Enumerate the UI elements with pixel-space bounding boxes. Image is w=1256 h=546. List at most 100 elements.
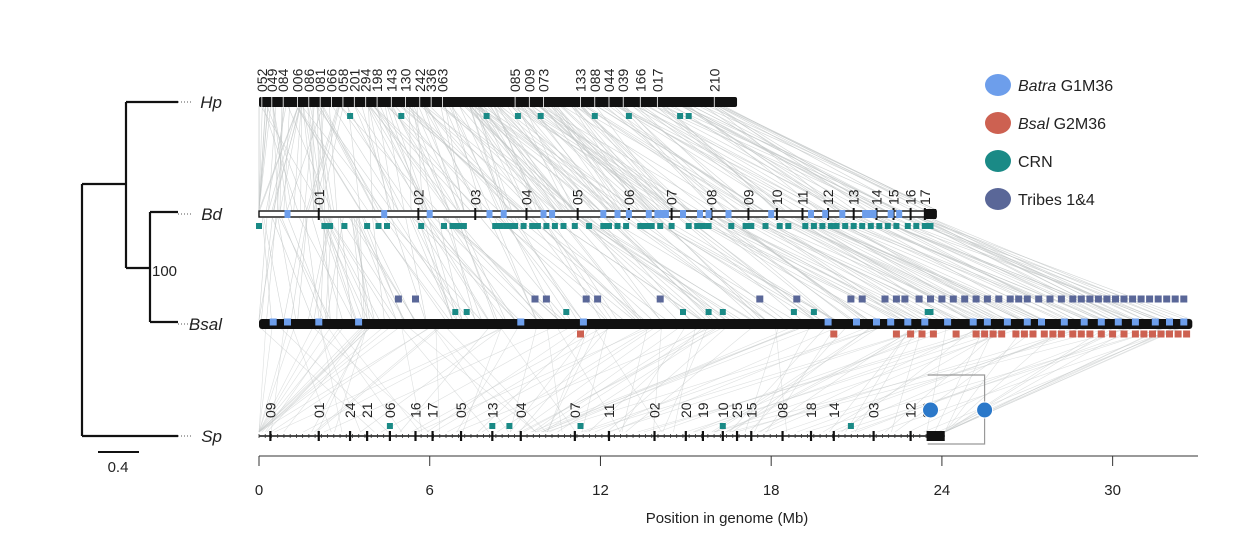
synteny-link bbox=[323, 217, 331, 321]
synteny-link bbox=[441, 105, 576, 211]
synteny-link bbox=[678, 217, 802, 321]
synteny-link bbox=[607, 327, 927, 433]
synteny-link bbox=[509, 327, 537, 433]
synteny-link bbox=[874, 217, 1133, 321]
synteny-link bbox=[334, 327, 367, 433]
synteny-link bbox=[655, 105, 883, 211]
synteny-link bbox=[329, 105, 337, 211]
bsal-marker bbox=[1183, 330, 1191, 338]
synteny-link bbox=[478, 105, 618, 211]
crn-marker bbox=[876, 223, 883, 229]
synteny-link bbox=[442, 217, 559, 321]
crn-marker bbox=[802, 223, 809, 229]
tribes-marker bbox=[542, 295, 550, 303]
synteny-link bbox=[440, 105, 465, 211]
synteny-link bbox=[912, 217, 1112, 321]
crn-marker bbox=[375, 223, 382, 229]
tribes-marker bbox=[1180, 295, 1188, 303]
bd-chromosome-label: 01 bbox=[311, 189, 327, 205]
synteny-link bbox=[944, 327, 1062, 433]
bsal-marker bbox=[907, 330, 915, 338]
synteny-link bbox=[372, 217, 385, 321]
synteny-link bbox=[775, 327, 787, 433]
synteny-link bbox=[444, 217, 564, 321]
legend-item: Bsal G2M36 bbox=[985, 112, 1106, 134]
synteny-link bbox=[662, 327, 708, 433]
bsal-marker bbox=[1077, 330, 1085, 338]
synteny-link bbox=[673, 327, 696, 433]
synteny-link bbox=[717, 217, 851, 321]
synteny-link bbox=[510, 217, 583, 321]
x-tick-label: 12 bbox=[592, 482, 609, 499]
synteny-link bbox=[258, 105, 268, 211]
synteny-link bbox=[476, 105, 616, 211]
hp-scaffold-label: 017 bbox=[649, 68, 665, 92]
synteny-link bbox=[578, 217, 703, 321]
synteny-link bbox=[409, 327, 537, 433]
synteny-link bbox=[689, 105, 819, 211]
synteny-link bbox=[532, 105, 659, 211]
synteny-link bbox=[517, 217, 645, 321]
bsal-marker bbox=[1040, 330, 1048, 338]
synteny-link bbox=[418, 217, 520, 321]
synteny-link bbox=[495, 217, 624, 321]
synteny-link bbox=[258, 327, 361, 433]
species-label-bsal: Bsal bbox=[189, 315, 223, 334]
synteny-link bbox=[277, 217, 297, 321]
batra-marker bbox=[705, 210, 712, 218]
sp-chromosome-end bbox=[927, 431, 945, 441]
legend-swatch bbox=[985, 74, 1011, 96]
crn-marker bbox=[677, 113, 684, 119]
synteny-link bbox=[317, 105, 320, 211]
hp-scaffold-label: 058 bbox=[335, 68, 351, 92]
synteny-link bbox=[693, 217, 879, 321]
batra-marker bbox=[1180, 318, 1188, 326]
hp-scaffold-label: 073 bbox=[536, 68, 552, 92]
synteny-link bbox=[483, 105, 545, 211]
synteny-link bbox=[704, 217, 911, 321]
sp-chromosome-label: 01 bbox=[311, 402, 327, 418]
synteny-link bbox=[319, 105, 375, 211]
x-axis-title: Position in genome (Mb) bbox=[646, 510, 809, 527]
synteny-link bbox=[754, 327, 810, 433]
synteny-link bbox=[266, 105, 308, 211]
synteny-link bbox=[355, 217, 368, 321]
synteny-link bbox=[542, 217, 613, 321]
batra-marker bbox=[680, 210, 686, 218]
synteny-link bbox=[390, 105, 458, 211]
synteny-link bbox=[391, 217, 426, 321]
batra-marker bbox=[921, 318, 929, 326]
synteny-link bbox=[401, 327, 423, 433]
tribes-marker bbox=[1086, 295, 1094, 303]
synteny-link bbox=[873, 217, 1077, 321]
synteny-link bbox=[515, 105, 666, 211]
synteny-link bbox=[554, 105, 628, 211]
synteny-link bbox=[266, 105, 287, 211]
synteny-link bbox=[412, 217, 516, 321]
synteny-link bbox=[579, 105, 671, 211]
synteny-link bbox=[425, 217, 516, 321]
sp-chromosome-label: 09 bbox=[262, 402, 278, 418]
synteny-link bbox=[894, 327, 1039, 433]
synteny-link bbox=[411, 327, 602, 433]
crn-marker bbox=[685, 223, 692, 229]
hp-scaffold-track bbox=[259, 97, 738, 107]
synteny-link bbox=[684, 105, 885, 211]
synteny-link bbox=[622, 105, 737, 211]
synteny-link bbox=[446, 327, 547, 433]
synteny-link bbox=[468, 105, 600, 211]
synteny-link bbox=[313, 327, 430, 433]
crn-marker bbox=[819, 223, 826, 229]
synteny-link bbox=[279, 105, 283, 211]
hp-scaffold-label: 081 bbox=[312, 68, 328, 92]
synteny-link bbox=[258, 217, 268, 321]
crn-marker bbox=[571, 223, 578, 229]
synteny-link bbox=[549, 217, 702, 321]
tribes-marker bbox=[531, 295, 539, 303]
batra-marker bbox=[1080, 318, 1088, 326]
synteny-link bbox=[891, 327, 923, 433]
hp-scaffold-label: 294 bbox=[358, 68, 374, 92]
synteny-link bbox=[377, 105, 395, 211]
synteny-link bbox=[363, 217, 415, 321]
batra-marker bbox=[896, 210, 903, 218]
